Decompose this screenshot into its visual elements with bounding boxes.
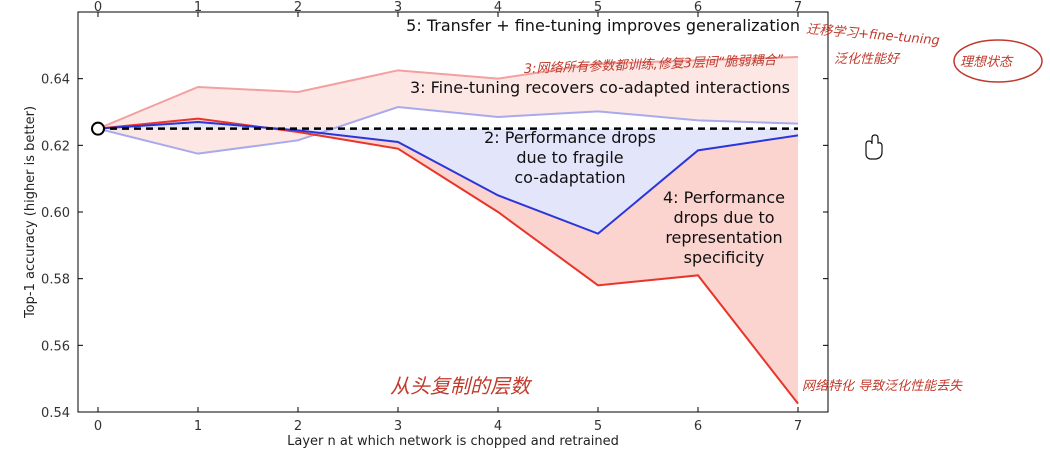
x-tick-label-top: 1: [194, 0, 202, 15]
handwritten-note-h2: 泛化性能好: [834, 52, 901, 67]
annotation-a3-line: 3: Fine-tuning recovers co-adapted inter…: [410, 78, 790, 97]
x-tick-label: 4: [494, 419, 502, 434]
annotation-a2-line: due to fragile: [516, 148, 623, 167]
y-tick-label: 0.64: [41, 73, 70, 88]
hand-cursor-icon: [865, 134, 883, 160]
handwritten-circle: [953, 39, 1043, 83]
handwritten-note-h1: 迁移学习+fine-tuning: [806, 21, 941, 49]
x-tick-label: 2: [294, 419, 302, 434]
ticks: 0 0 1 1 2 2 3 3 4 4 5 5 6 6 7 7 0.54 0.56 0.58 0.60 0.62 0.64: [41, 0, 828, 434]
fill-coadaptation-region: [98, 122, 798, 234]
fill-specificity-region: [98, 118, 798, 404]
handwritten-note-h6: 网络特化 导致泛化性能丢失: [802, 378, 963, 394]
x-tick-label: 5: [594, 419, 602, 434]
x-tick-label-top: 3: [394, 0, 402, 15]
series-line-light-blue: [97, 105, 799, 155]
x-tick-label-top: 6: [694, 0, 702, 15]
x-tick-label-top: 7: [794, 0, 802, 15]
y-tick-label: 0.58: [41, 273, 70, 288]
annotation-a4-line: 4: Performance: [663, 188, 785, 207]
series-line-light-red: [97, 56, 799, 130]
y-tick-label: 0.62: [41, 139, 70, 154]
x-tick-label: 3: [394, 419, 402, 434]
annotation-a4-line: representation: [665, 228, 782, 247]
annotation-a2-line: 2: Performance drops: [484, 128, 656, 147]
handwritten-note-h3: 理想状态: [960, 55, 1014, 70]
series-line-red: [97, 117, 799, 405]
x-tick-label: 7: [794, 419, 802, 434]
x-tick-label-top: 4: [494, 0, 502, 15]
x-tick-label: 1: [194, 419, 202, 434]
y-tick-label: 0.54: [41, 406, 70, 421]
annotations: 5: Transfer + fine-tuning improves gener…: [406, 16, 800, 267]
y-tick-label: 0.56: [41, 339, 70, 354]
x-axis-label: Layer n at which network is chopped and …: [287, 434, 619, 449]
y-axis-label: Top-1 accuracy (higher is better): [23, 106, 38, 319]
x-tick-label: 6: [694, 419, 702, 434]
series-lines: [91, 56, 799, 405]
x-tick-label: 0: [94, 419, 102, 434]
annotation-a4-line: drops due to: [673, 208, 774, 227]
handwritten-note-h5: 从头复制的层数: [390, 374, 533, 398]
annotation-a2-line: co-adaptation: [514, 168, 625, 187]
annotation-a5-line: 5: Transfer + fine-tuning improves gener…: [406, 16, 800, 35]
x-tick-label-top: 2: [294, 0, 302, 15]
y-tick-label: 0.60: [41, 206, 70, 221]
x-tick-label-top: 0: [94, 0, 102, 15]
baseline-marker: [91, 121, 105, 136]
series-line-blue: [97, 120, 799, 235]
annotation-a4-line: specificity: [684, 248, 765, 267]
x-tick-label-top: 5: [594, 0, 602, 15]
